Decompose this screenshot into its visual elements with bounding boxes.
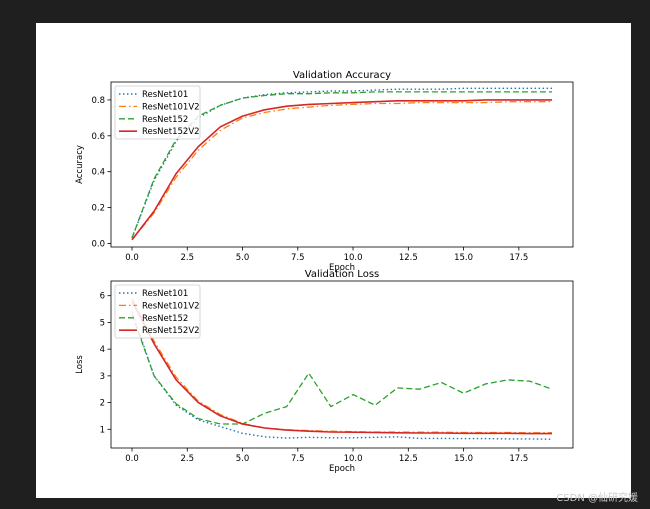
x-tick-label: 10.0 xyxy=(344,253,363,263)
figure-canvas: 0.0 2.5 5.0 7.5 10.0 12.5 15.0 17.5 0.0 0.2 0.4 0.6… xyxy=(36,23,631,498)
series-line-resnet152 xyxy=(131,314,553,425)
x-tick-label: 7.5 xyxy=(291,454,305,464)
x-tick-label: 2.5 xyxy=(180,454,194,464)
legend-label: ResNet101V2 xyxy=(142,301,200,311)
x-tick-label: 5.0 xyxy=(236,454,250,464)
legend-label: ResNet152V2 xyxy=(142,127,200,137)
y-tick-label: 0.6 xyxy=(91,132,105,142)
x-tick-label: 15.0 xyxy=(454,454,473,464)
series-line-resnet101 xyxy=(131,311,553,440)
x-axis-label: Epoch xyxy=(329,263,355,273)
y-tick-label: 3 xyxy=(100,372,105,382)
y-axis-label: Accuracy xyxy=(75,145,85,184)
x-tick-label: 12.5 xyxy=(399,253,418,263)
y-tick-label: 0.2 xyxy=(91,204,105,214)
legend-box xyxy=(114,85,201,140)
x-tick-label: 10.0 xyxy=(344,454,363,464)
legend-label: ResNet152V2 xyxy=(142,326,200,336)
y-axis-label: Loss xyxy=(75,355,85,374)
x-tick-label: 5.0 xyxy=(236,253,250,263)
legend-label: ResNet101 xyxy=(142,90,188,100)
chart-title: Validation Accuracy xyxy=(293,70,391,81)
x-tick-label: 2.5 xyxy=(180,253,194,263)
y-tick-label: 2 xyxy=(100,399,105,409)
y-tick-label: 0.0 xyxy=(91,239,105,249)
x-tick-label: 0.0 xyxy=(125,253,139,263)
y-tick-label: 4 xyxy=(100,345,105,355)
axes-frame xyxy=(110,81,574,248)
legend-label: ResNet101 xyxy=(142,289,188,299)
x-tick-label: 17.5 xyxy=(509,253,528,263)
y-tick-label: 5 xyxy=(100,318,105,328)
legend-label: ResNet152 xyxy=(142,314,188,324)
series-line-resnet101v2 xyxy=(131,101,552,241)
chart-title: Validation Loss xyxy=(305,269,380,280)
series-line-resnet152v2 xyxy=(131,99,552,241)
y-tick-label: 0.8 xyxy=(91,96,105,106)
legend-label: ResNet101V2 xyxy=(142,102,200,112)
chart-figure: 0.0 2.5 5.0 7.5 10.0 12.5 15.0 17.50.00.20.40.6… xyxy=(75,70,574,474)
y-tick-label: 1 xyxy=(100,425,105,435)
x-tick-label: 0.0 xyxy=(125,454,139,464)
legend-label: ResNet152 xyxy=(142,115,188,125)
series-line-resnet152 xyxy=(131,91,552,239)
y-tick-label: 0.4 xyxy=(91,168,105,178)
x-axis-label: Epoch xyxy=(329,464,355,474)
series-line-resnet101v2 xyxy=(131,298,552,434)
x-tick-label: 17.5 xyxy=(509,454,528,464)
watermark: CSDN @仙研究媛 xyxy=(556,493,638,504)
axes-frame xyxy=(110,280,574,449)
series-line-resnet152v2 xyxy=(131,300,552,435)
x-tick-label: 15.0 xyxy=(454,253,473,263)
y-tick-label: 6 xyxy=(100,292,105,302)
x-tick-label: 12.5 xyxy=(399,454,418,464)
legend-box xyxy=(114,284,201,339)
x-tick-label: 7.5 xyxy=(291,253,305,263)
